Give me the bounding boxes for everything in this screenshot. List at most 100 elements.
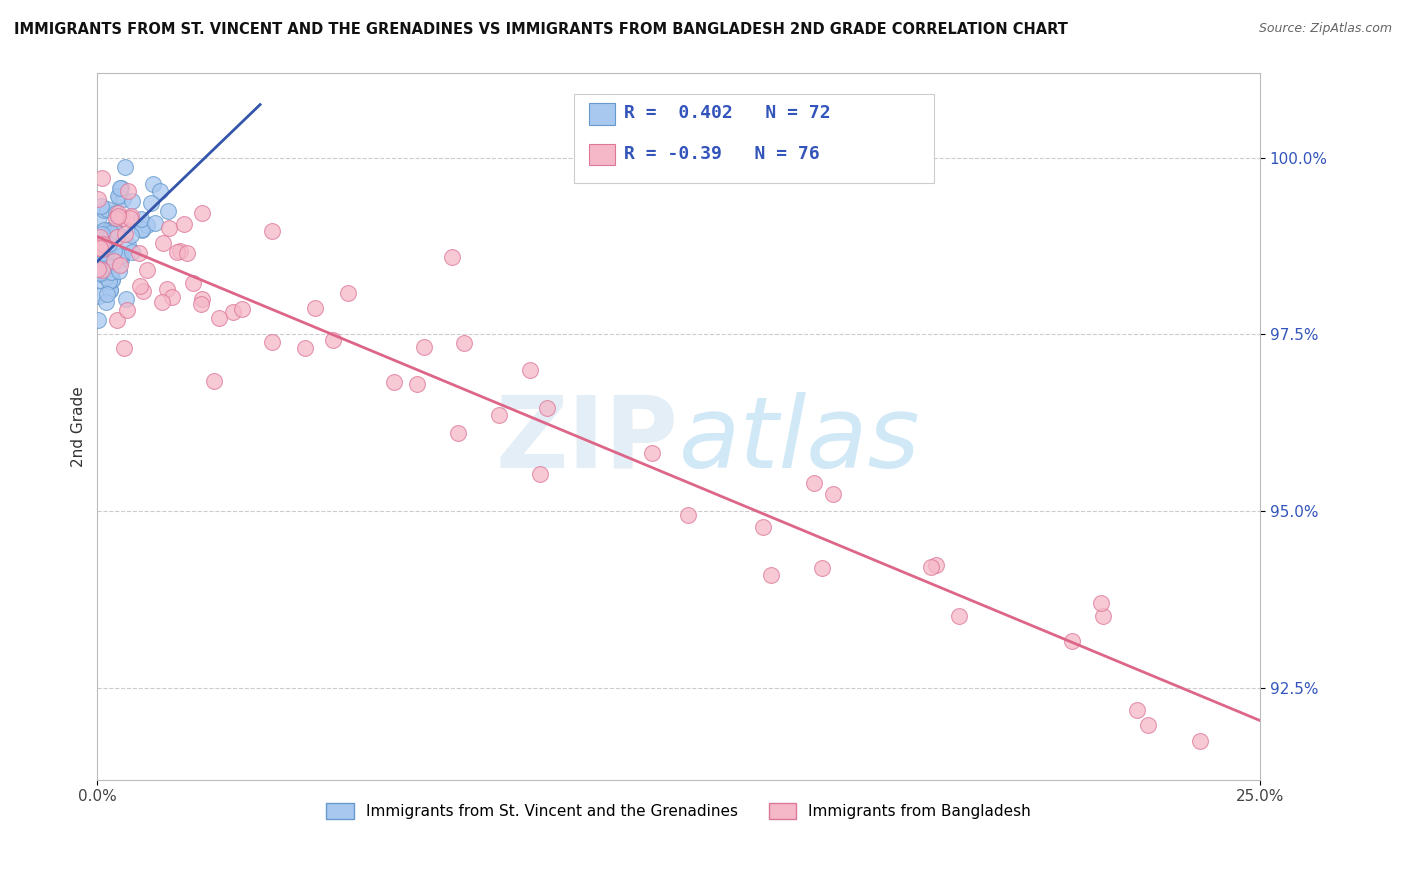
Point (89, 254, 111, 268)
Point (87, 210, 110, 224)
Point (413, 340, 436, 354)
Point (157, 204, 180, 219)
Point (131, 211, 153, 226)
Point (91, 227, 114, 242)
Point (152, 235, 174, 250)
Point (114, 160, 136, 174)
Point (91, 260, 114, 275)
Point (105, 206, 128, 220)
Point (108, 181, 131, 195)
Point (87, 241, 110, 255)
Point (222, 305, 245, 319)
Point (115, 303, 138, 318)
Point (121, 194, 143, 208)
Point (110, 253, 132, 268)
Point (112, 341, 135, 355)
Point (114, 292, 136, 306)
Point (96, 245, 118, 260)
Point (90, 199, 112, 213)
Point (97, 257, 120, 271)
Point (97, 274, 120, 288)
Point (1090, 596, 1112, 610)
Point (91, 242, 114, 256)
Point (536, 401, 558, 416)
Point (131, 222, 153, 236)
Point (96, 202, 118, 217)
Point (103, 254, 125, 268)
Point (803, 475, 825, 490)
Point (87, 193, 110, 207)
Point (294, 341, 316, 355)
Point (107, 189, 129, 203)
Point (166, 244, 188, 259)
Point (90, 235, 112, 250)
Point (105, 313, 128, 327)
Legend: Immigrants from St. Vincent and the Grenadines, Immigrants from Bangladesh: Immigrants from St. Vincent and the Gren… (321, 797, 1038, 825)
Point (231, 301, 253, 316)
Point (322, 334, 344, 348)
Point (100, 253, 122, 268)
Point (169, 244, 191, 258)
Point (1126, 703, 1149, 717)
Point (103, 220, 125, 235)
Point (406, 377, 429, 392)
Point (107, 190, 129, 204)
Point (89, 273, 111, 287)
Point (87, 267, 110, 281)
Point (1060, 633, 1083, 648)
Point (160, 289, 183, 303)
Point (190, 292, 212, 306)
Point (90, 171, 112, 186)
Point (93, 246, 115, 260)
Point (948, 609, 970, 624)
Point (641, 445, 664, 459)
Point (97, 231, 120, 245)
Point (157, 220, 180, 235)
Point (98, 283, 121, 297)
Point (114, 227, 136, 242)
Point (262, 224, 284, 238)
Point (103, 244, 125, 258)
Point (87, 262, 110, 277)
Point (1137, 717, 1160, 731)
Point (110, 181, 132, 195)
Point (925, 558, 948, 572)
Point (91, 263, 114, 277)
Point (1091, 609, 1114, 624)
Point (304, 301, 326, 315)
Point (98, 224, 121, 238)
Point (100, 265, 122, 279)
Point (87, 313, 110, 327)
Point (91, 239, 114, 253)
Point (260, 334, 283, 349)
Point (190, 296, 212, 310)
Point (143, 216, 166, 230)
Point (141, 196, 163, 211)
Point (94, 294, 117, 309)
Point (105, 226, 128, 240)
Point (142, 178, 165, 192)
Point (132, 285, 155, 299)
Point (110, 250, 132, 264)
Point (107, 264, 129, 278)
Point (120, 227, 142, 242)
Point (117, 238, 139, 252)
Point (101, 273, 124, 287)
Point (98, 248, 121, 262)
Text: ZIP: ZIP (496, 392, 679, 489)
Point (131, 223, 153, 237)
Point (87, 251, 110, 265)
Point (129, 279, 152, 293)
Point (89, 241, 111, 255)
Point (111, 211, 134, 225)
Point (105, 230, 128, 244)
Point (519, 363, 541, 377)
Point (107, 205, 129, 219)
Point (98, 236, 121, 251)
Point (128, 245, 150, 260)
Point (91, 237, 114, 252)
Text: IMMIGRANTS FROM ST. VINCENT AND THE GRENADINES VS IMMIGRANTS FROM BANGLADESH 2ND: IMMIGRANTS FROM ST. VINCENT AND THE GREN… (14, 22, 1069, 37)
Point (821, 487, 844, 501)
Text: atlas: atlas (679, 392, 921, 489)
Point (529, 467, 551, 482)
